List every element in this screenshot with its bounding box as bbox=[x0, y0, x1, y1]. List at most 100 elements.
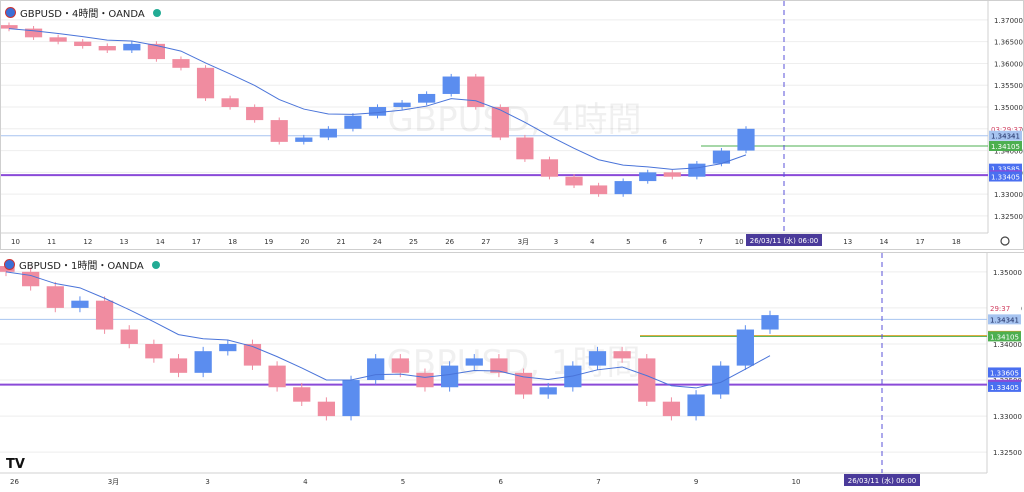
moving-average-line bbox=[8, 28, 747, 170]
candle-body bbox=[614, 181, 632, 195]
chart-4h-canvas[interactable]: 1.370001.365001.360001.355001.350001.345… bbox=[1, 1, 1024, 251]
candle-body bbox=[194, 351, 212, 373]
price-tag-bg bbox=[989, 123, 1022, 134]
x-tick-label: 4 bbox=[590, 238, 595, 246]
watermark: GBPUSD, 4時間 bbox=[387, 100, 641, 140]
price-tag: 1.33585 bbox=[991, 166, 1020, 174]
candle-body bbox=[368, 107, 387, 116]
candle-body bbox=[687, 394, 705, 417]
y-tick-label: 1.36500 bbox=[994, 39, 1023, 47]
candle-body bbox=[442, 76, 460, 94]
price-tag-bg bbox=[988, 302, 1021, 313]
candle-body bbox=[268, 365, 286, 388]
candle-body bbox=[737, 128, 755, 151]
x-tick-label: 4 bbox=[303, 478, 308, 486]
candle-body bbox=[467, 76, 485, 108]
x-tick-label: 6 bbox=[662, 238, 667, 246]
y-tick-label: 1.37000 bbox=[994, 17, 1023, 25]
candle-body bbox=[588, 351, 607, 366]
candle-body bbox=[293, 387, 311, 402]
candle-body bbox=[490, 358, 508, 373]
price-tag-bg bbox=[988, 367, 1021, 378]
y-tick-label: 1.35000 bbox=[993, 269, 1022, 277]
x-tick-label: 24 bbox=[373, 238, 382, 246]
date-tag-bg bbox=[844, 474, 920, 486]
chart-pane-4h[interactable]: 1.370001.365001.360001.355001.350001.345… bbox=[0, 0, 1024, 250]
y-tick-label: 1.32500 bbox=[993, 449, 1022, 457]
x-tick-label: 10 bbox=[792, 478, 801, 486]
candle-body bbox=[317, 401, 336, 417]
candle-body bbox=[638, 358, 656, 402]
price-tag: 1.34341 bbox=[990, 316, 1019, 324]
candle-body bbox=[418, 93, 436, 103]
candle-body bbox=[123, 43, 141, 51]
candle-body bbox=[246, 107, 264, 121]
candle-body bbox=[74, 41, 92, 47]
symbol-header-4h[interactable]: GBPUSD・4時間・OANDA bbox=[5, 5, 161, 20]
x-tick-label: 17 bbox=[916, 238, 925, 246]
x-tick-label: 10 bbox=[735, 238, 744, 246]
candle-body bbox=[120, 329, 138, 344]
y-tick-label: 1.33000 bbox=[994, 191, 1023, 199]
candle-body bbox=[514, 372, 533, 395]
candle-body bbox=[71, 300, 89, 308]
candle-body bbox=[465, 358, 483, 366]
price-tag-bg bbox=[988, 331, 1021, 342]
price-tag-bg bbox=[989, 130, 1022, 141]
x-tick-label: 17 bbox=[192, 238, 201, 246]
x-tick-label: 6 bbox=[499, 478, 504, 486]
candle-body bbox=[1, 25, 18, 29]
x-tick-label: 19 bbox=[264, 238, 273, 246]
x-tick-label: 3月 bbox=[518, 238, 529, 246]
candle-body bbox=[46, 286, 64, 308]
candle-body bbox=[539, 387, 557, 395]
candle-body bbox=[95, 300, 114, 330]
candle-body bbox=[613, 351, 631, 359]
x-tick-label: 14 bbox=[879, 238, 888, 246]
price-tag: 1.33405 bbox=[991, 174, 1020, 182]
x-tick-label: 5 bbox=[626, 238, 630, 246]
price-tag: 1.33405 bbox=[990, 384, 1019, 392]
price-tag: 1.34105 bbox=[990, 333, 1019, 341]
x-tick-label: 3月 bbox=[108, 478, 119, 486]
symbol-header-1h[interactable]: GBPUSD・1時間・OANDA bbox=[4, 257, 160, 272]
candle-body bbox=[540, 159, 559, 177]
flag-icon bbox=[5, 7, 16, 18]
x-tick-label: 26 bbox=[10, 478, 19, 486]
candle-body bbox=[590, 185, 608, 195]
candle-body bbox=[565, 176, 583, 186]
x-tick-label: 18 bbox=[952, 238, 961, 246]
price-tag-bg bbox=[989, 163, 1022, 174]
chart-1h-canvas[interactable]: 1.350001.345001.340001.335001.330001.325… bbox=[0, 253, 1024, 492]
moving-average-line bbox=[5, 271, 771, 389]
x-tick-label: 11 bbox=[47, 238, 56, 246]
symbol-title-1h: GBPUSD・1時間・OANDA bbox=[19, 261, 144, 272]
candle-body bbox=[663, 172, 681, 177]
y-tick-label: 1.35500 bbox=[994, 82, 1023, 90]
candle-body bbox=[243, 343, 262, 366]
y-tick-label: 1.33000 bbox=[993, 413, 1022, 421]
x-tick-label: 9 bbox=[694, 478, 698, 486]
candle-body bbox=[416, 372, 434, 388]
x-tick-label: 3 bbox=[205, 478, 209, 486]
candle-body bbox=[712, 365, 730, 395]
date-tag-label: 26/03/11 (水) 06:00 bbox=[750, 236, 819, 245]
x-tick-label: 26 bbox=[445, 238, 454, 246]
x-tick-label: 12 bbox=[83, 238, 92, 246]
candle-body bbox=[736, 329, 754, 366]
price-tag-bg bbox=[988, 381, 1021, 392]
symbol-title-4h: GBPUSD・4時間・OANDA bbox=[20, 9, 145, 20]
price-tag: 1.33605 bbox=[990, 369, 1019, 377]
price-tag: 1.34341 bbox=[991, 133, 1020, 141]
x-tick-label: 20 bbox=[300, 238, 309, 246]
x-tick-label: 7 bbox=[699, 238, 703, 246]
candle-body bbox=[319, 128, 337, 138]
price-tag-bg bbox=[988, 314, 1021, 325]
price-tag-bg bbox=[989, 141, 1022, 152]
x-tick-label: 21 bbox=[337, 238, 346, 246]
candle-body bbox=[688, 163, 706, 177]
candle-body bbox=[516, 137, 534, 160]
chart-pane-1h[interactable]: 1.350001.345001.340001.335001.330001.325… bbox=[0, 252, 1024, 491]
x-tick-label: 13 bbox=[120, 238, 129, 246]
date-tag-bg bbox=[746, 234, 822, 246]
